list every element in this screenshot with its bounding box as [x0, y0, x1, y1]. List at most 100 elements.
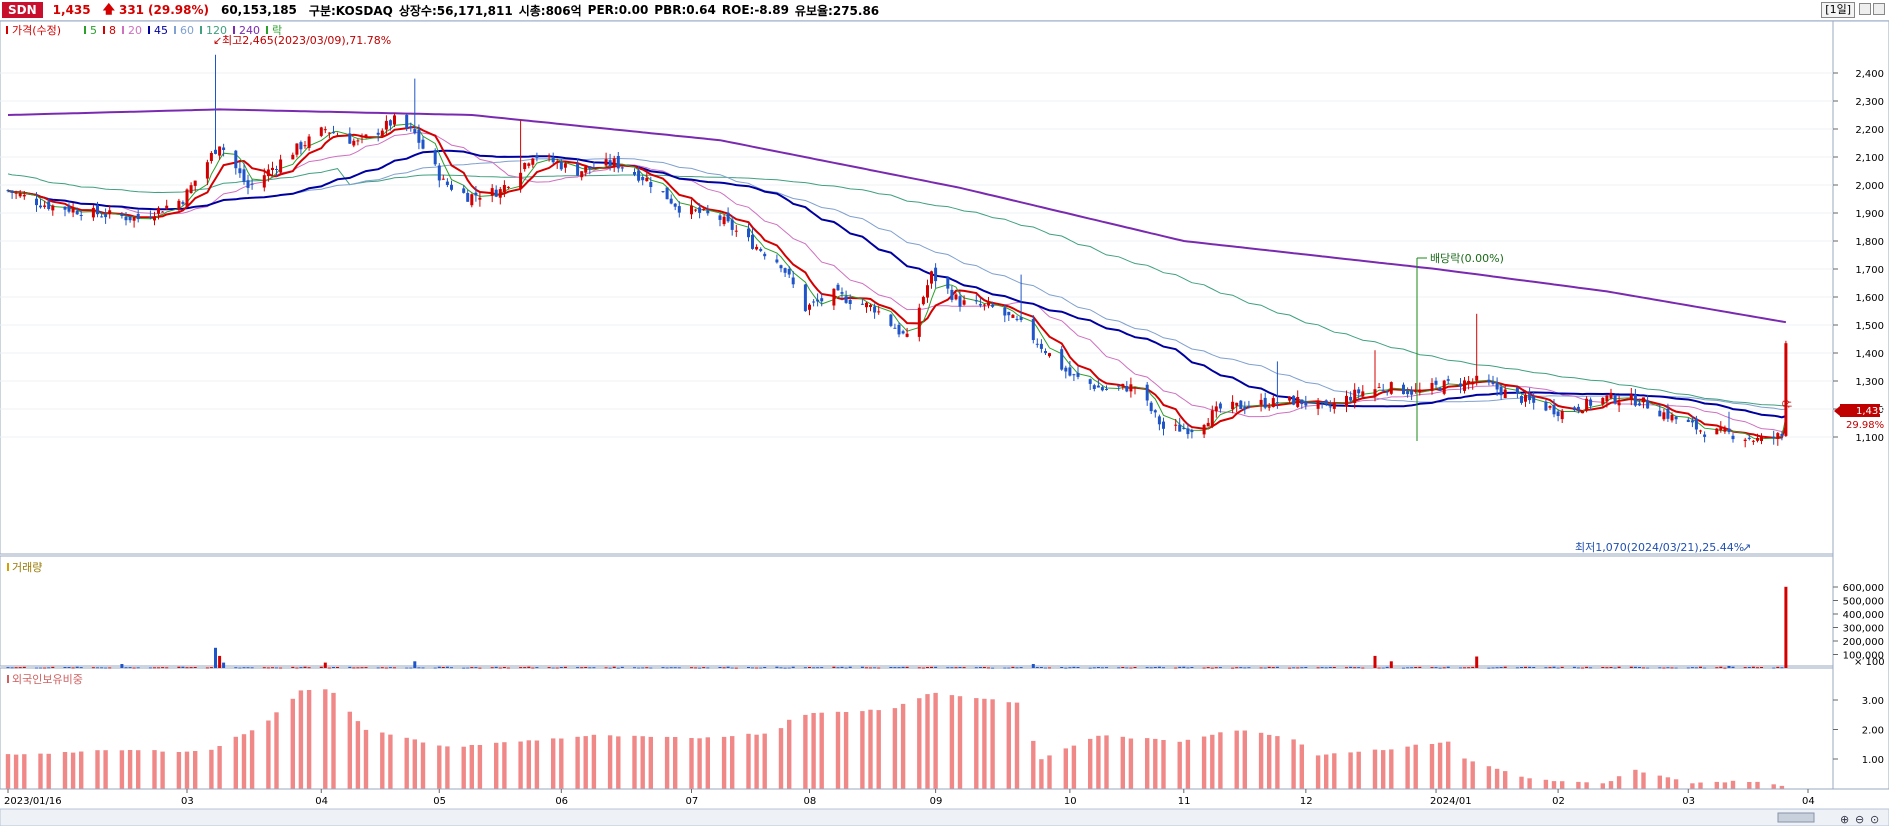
- x-tick-label: 03: [1682, 796, 1695, 807]
- candle-body: [917, 307, 921, 337]
- ticker-badge[interactable]: SDN: [2, 2, 43, 18]
- volume-bar: [43, 667, 47, 669]
- candle-body: [307, 136, 311, 148]
- foreign-bar: [1551, 781, 1557, 789]
- foreign-bar: [176, 752, 182, 789]
- volume-bar: [1292, 667, 1296, 669]
- volume-bar: [388, 667, 392, 669]
- volume-bar: [718, 667, 722, 668]
- x-tick-label: 07: [686, 796, 699, 807]
- candle-body: [1381, 389, 1385, 391]
- volume-bar: [246, 667, 250, 669]
- foreign-bar: [1185, 739, 1191, 789]
- current-pct-tag: 29.98%: [1846, 420, 1884, 431]
- volume-bar: [1149, 667, 1153, 669]
- volume-bar: [869, 667, 872, 669]
- foreign-bar: [900, 703, 906, 789]
- foreign-bar: [1258, 732, 1264, 789]
- zoom-in-icon[interactable]: ⊕: [1840, 813, 1849, 826]
- foreign-bar: [892, 708, 898, 789]
- candle-body: [356, 140, 360, 142]
- foreign-bar: [70, 752, 76, 789]
- volume-bar: [808, 667, 811, 668]
- zoom-reset-icon[interactable]: ⊙: [1870, 813, 1879, 826]
- candle-body: [1719, 427, 1723, 430]
- current-price: 1,435: [52, 3, 91, 17]
- volume-bar: [1784, 586, 1788, 668]
- candle-body: [1629, 394, 1633, 401]
- legend-swatch: [103, 26, 105, 34]
- foreign-bar: [1242, 730, 1247, 789]
- candle-body: [1011, 314, 1015, 318]
- foreign-bar: [274, 712, 279, 789]
- volume-bar: [905, 666, 909, 668]
- candle-body: [214, 149, 217, 154]
- volume-bar: [1499, 667, 1503, 668]
- market-cap: 시총:806억: [518, 3, 582, 18]
- candle-body: [1699, 430, 1702, 432]
- x-tick-label: 2023/01/16: [4, 796, 62, 807]
- volume-bar: [649, 667, 653, 669]
- zoom-out-icon[interactable]: ⊖: [1855, 813, 1864, 826]
- volume-bar: [100, 667, 104, 669]
- candle-body: [1703, 434, 1707, 437]
- candle-body: [1231, 401, 1235, 410]
- foreign-panel[interactable]: [0, 667, 1834, 790]
- candle-body: [108, 210, 112, 215]
- scroll-thumb[interactable]: [1777, 812, 1815, 823]
- candle-body: [1784, 343, 1788, 436]
- candle-body: [848, 300, 852, 304]
- close-icon[interactable]: [1873, 3, 1885, 15]
- volume-bar: [1731, 666, 1735, 668]
- volume-bar: [1019, 667, 1023, 669]
- x-axis-labels: 2023/01/16 03 04 05 06 07 08 09 10 11 12 2024/01 02 0…: [4, 789, 1815, 807]
- volume-bar: [275, 667, 278, 669]
- volume-bar: [307, 667, 311, 669]
- volume-bar: [466, 667, 470, 669]
- volume-bar: [266, 667, 270, 669]
- candle-body: [1157, 416, 1161, 425]
- candle-body: [1633, 394, 1637, 406]
- volume-bar: [555, 667, 559, 669]
- minimize-icon[interactable]: [1859, 3, 1871, 15]
- candle-body: [962, 300, 966, 305]
- candle-body: [1373, 389, 1377, 396]
- candle-body: [1459, 383, 1462, 387]
- volume-bar: [1520, 667, 1523, 668]
- volume-bar: [1239, 667, 1243, 669]
- volume-title: 거래량: [12, 561, 42, 574]
- stock-chart[interactable]: 2,400 2,300 2,200 2,100 2,000 1,900 1,800 1,700…: [0, 21, 1889, 826]
- period-selector[interactable]: [1일]: [1821, 2, 1855, 18]
- volume-bar: [706, 667, 710, 669]
- volume-bar: [1031, 664, 1035, 668]
- candle-body: [1515, 387, 1519, 394]
- volume-bar: [79, 667, 83, 669]
- candle-body: [299, 142, 303, 150]
- volume-bar: [47, 667, 51, 669]
- foreign-bar: [331, 692, 336, 789]
- volume-bar: [209, 667, 213, 669]
- candle-body: [946, 277, 950, 289]
- horizontal-scrollbar[interactable]: [0, 808, 1889, 826]
- candle-body: [1617, 402, 1621, 406]
- volume-bar: [6, 667, 10, 669]
- x-tick-label: 12: [1300, 796, 1313, 807]
- volume-bar: [978, 667, 982, 668]
- volume-bar: [1747, 667, 1751, 668]
- candle-body: [494, 189, 498, 197]
- volume-bar: [417, 667, 421, 669]
- foreign-bar: [575, 736, 580, 789]
- candle-body: [35, 198, 38, 206]
- volume-bar: [1723, 667, 1727, 669]
- current-price-tag-value: 1,435: [1856, 406, 1885, 417]
- volume-bar: [1190, 667, 1194, 668]
- price-panel[interactable]: [0, 21, 1834, 555]
- volume-panel[interactable]: [0, 555, 1834, 667]
- legend-label: 240: [239, 24, 260, 37]
- candle-body: [1182, 428, 1186, 429]
- volume-bar: [1121, 667, 1125, 668]
- volume-bar: [421, 667, 425, 669]
- volume-bar: [153, 667, 156, 669]
- foreign-bar: [559, 738, 564, 789]
- candle-body: [1048, 353, 1051, 357]
